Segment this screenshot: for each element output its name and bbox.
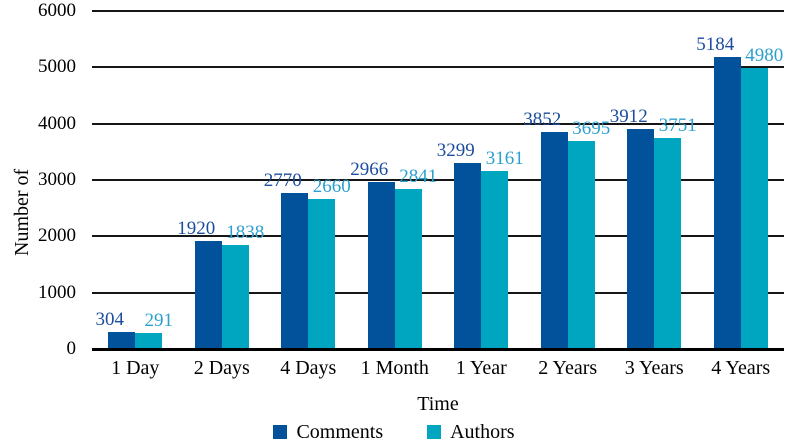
value-label-authors: 291 xyxy=(144,309,174,331)
legend-label-comments: Comments xyxy=(296,420,384,443)
plot-area: 304 291 1920 1838 2770 2660 2966 2841 3299 3161 38… xyxy=(92,10,784,351)
bar-authors xyxy=(654,137,682,349)
y-tick-label: 3000 xyxy=(38,169,76,190)
bar-comments xyxy=(540,132,568,349)
legend-swatch-authors xyxy=(427,425,442,439)
bar-comments xyxy=(627,128,655,349)
legend-label-authors: Authors xyxy=(450,420,515,443)
bar-comments xyxy=(367,181,395,349)
bar-comments xyxy=(713,56,741,349)
y-tick-label: 5000 xyxy=(38,56,76,78)
bar-comments xyxy=(108,331,136,349)
value-label-comments: 3299 xyxy=(436,140,475,162)
x-tick-label: 1 Year xyxy=(455,357,507,379)
value-label-comments: 1920 xyxy=(177,217,216,239)
value-label-authors: 3695 xyxy=(572,117,611,139)
x-tick-label: 2 Days xyxy=(193,357,250,379)
legend: Comments Authors xyxy=(0,419,788,445)
y-tick-label: 6000 xyxy=(38,0,76,21)
y-tick-label: 2000 xyxy=(38,225,76,247)
gridline xyxy=(92,179,784,181)
x-tick-label: 4 Years xyxy=(711,357,771,379)
bar-comments xyxy=(281,192,309,349)
legend-item-comments: Comments xyxy=(273,421,383,444)
value-label-authors: 2660 xyxy=(312,176,351,198)
value-label-authors: 2841 xyxy=(399,165,438,187)
y-tick-label: 1000 xyxy=(38,281,76,303)
legend-item-authors: Authors xyxy=(427,420,515,444)
x-tick-label: 2 Years xyxy=(538,357,598,379)
bar-authors xyxy=(394,188,422,349)
y-axis-ticks: 0 1000 2000 3000 4000 5000 6000 xyxy=(0,0,76,359)
y-tick-label: 0 xyxy=(66,338,77,359)
bar-comments xyxy=(194,240,222,349)
value-label-comments: 3912 xyxy=(609,105,648,127)
gridline xyxy=(92,10,784,12)
value-label-comments: 2770 xyxy=(263,169,302,191)
bar-authors xyxy=(221,245,249,349)
value-label-authors: 3751 xyxy=(658,114,697,136)
bar-authors xyxy=(740,68,768,349)
x-tick-label: 3 Years xyxy=(624,357,684,379)
y-tick-label: 4000 xyxy=(38,112,76,134)
bar-authors xyxy=(481,170,509,349)
gridline xyxy=(92,235,784,238)
legend-swatch-comments xyxy=(273,425,288,439)
value-label-comments: 3852 xyxy=(523,109,562,131)
gridline xyxy=(92,122,784,125)
x-axis-title: Time xyxy=(417,393,459,415)
gridline xyxy=(92,291,784,294)
value-label-comments: 2966 xyxy=(350,158,389,180)
value-label-authors: 1838 xyxy=(226,222,265,244)
x-tick-label: 1 Day xyxy=(111,357,160,379)
x-axis-line xyxy=(92,348,784,351)
bar-authors xyxy=(567,140,595,349)
x-axis-ticks: 1 Day 2 Days 4 Days 1 Month 1 Year 2 Years 3 Y… xyxy=(92,357,784,385)
x-tick-label: 1 Month xyxy=(360,357,429,379)
gridline xyxy=(92,66,784,69)
bar-comments xyxy=(454,163,482,349)
x-tick-label: 4 Days xyxy=(280,357,337,379)
value-label-authors: 3161 xyxy=(485,147,524,169)
value-label-authors: 4980 xyxy=(745,45,784,67)
bar-authors xyxy=(135,332,163,349)
bar-authors xyxy=(308,199,336,349)
value-label-comments: 304 xyxy=(95,308,125,330)
value-label-comments: 5184 xyxy=(696,33,735,55)
